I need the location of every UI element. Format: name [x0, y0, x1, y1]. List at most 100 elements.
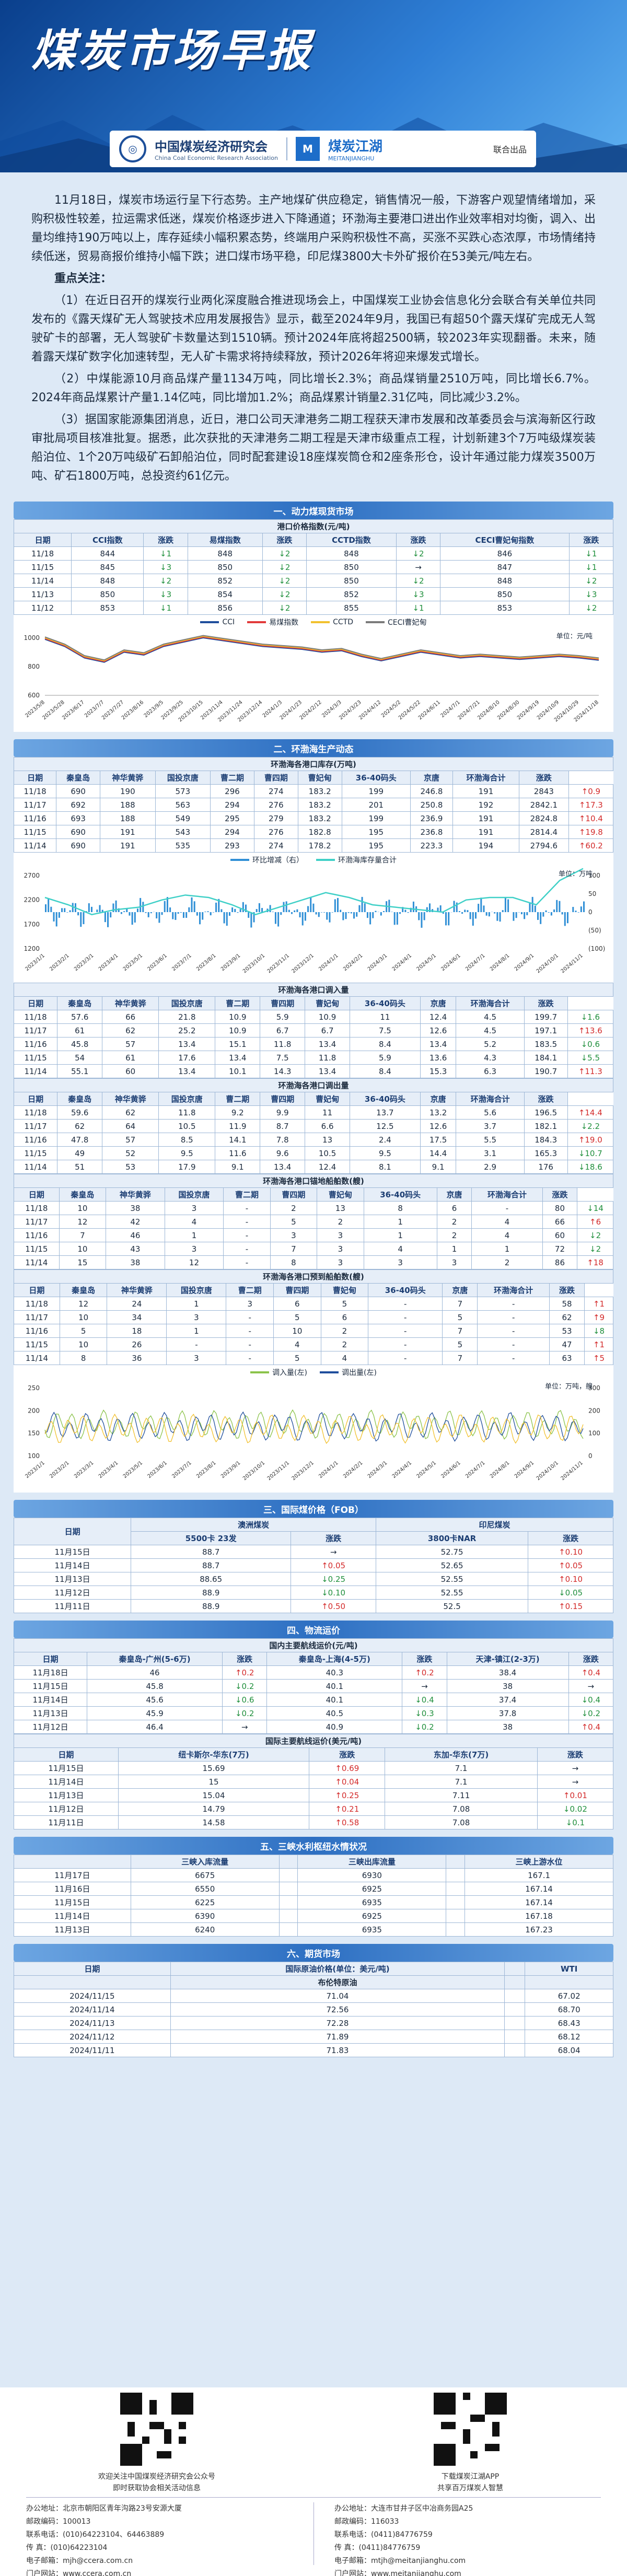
change-bar	[312, 903, 315, 912]
change-bar	[69, 910, 71, 912]
port-col-4: 曹二期	[215, 996, 261, 1010]
focus-title: 重点关注：	[54, 272, 112, 285]
port-col-3: 国投京唐	[158, 1092, 216, 1106]
intl-freight-cell: 11月13日	[14, 1788, 119, 1802]
intl-freight-cell: 15	[118, 1775, 310, 1789]
anchor-ship-cell: 11/18	[14, 1201, 60, 1215]
anchor-ship-cell: 38	[106, 1201, 165, 1215]
expected-ship-cell: 62	[549, 1310, 585, 1324]
domestic-freight-cell: 38	[446, 1679, 569, 1693]
change-bar	[445, 912, 447, 926]
expected-ship-cell: 5	[320, 1297, 369, 1311]
port-inflow-cell: 7.5	[350, 1023, 421, 1038]
port-stock-cell: 274	[253, 784, 298, 798]
change-bar	[323, 912, 326, 913]
change-bar	[261, 908, 263, 912]
change-bar	[545, 910, 547, 912]
ccera-qr-code[interactable]	[120, 2393, 193, 2466]
three-gorges-table-wrap: 三峡入库流量 三峡出库流量 三峡上游水位 11月17日 6675 6930 167.1 11…	[14, 1855, 613, 1937]
contact-line: 电子邮箱：mjh@ccera.com.cn	[26, 2557, 133, 2565]
anchor-ship-cell: 66	[542, 1215, 578, 1229]
price-index-cell: ↓2	[568, 601, 614, 615]
change-bar	[269, 905, 271, 912]
expected-ship-cell: ↑1	[584, 1337, 613, 1351]
x-tick-label: 2023/11/1	[266, 953, 291, 974]
port-outflow-title: 环渤海各港口调出量	[14, 1078, 613, 1092]
change-bar	[356, 912, 358, 917]
port-col-5: 曹四期	[273, 1283, 321, 1297]
port-stock-cell: 182.8	[297, 825, 342, 839]
price-index-col-6: 涨跌	[396, 533, 441, 547]
change-bar	[177, 912, 179, 914]
legend-swatch	[320, 1371, 339, 1373]
price-index-cell: 848	[306, 546, 397, 561]
port-inflow-cell: 8.4	[350, 1064, 421, 1078]
port-col-7: 36-40码头	[350, 996, 421, 1010]
change-bar	[48, 899, 50, 912]
port-outflow-cell: ↓10.7	[567, 1146, 614, 1160]
expected-ship-cell: -	[368, 1310, 443, 1324]
change-bar	[583, 901, 585, 912]
flow-chart: 调入量(左) 调出量(左) 单位：万吨，艘 250 200 150 100 300 200 1…	[14, 1365, 613, 1493]
intl-freight-col-4: 涨跌	[537, 1747, 614, 1762]
port-outflow-cell: 9.9	[260, 1105, 306, 1120]
change-bar	[559, 901, 561, 912]
port-stock-cell: 690	[56, 825, 101, 839]
port-col-1: 秦皇岛	[56, 771, 101, 785]
port-col-9: 环渤海合计	[452, 771, 520, 785]
y-tick-label: 1000	[24, 634, 40, 642]
port-col-2: 神华黄骅	[106, 1187, 165, 1202]
x-tick-label: 2023/9/1	[220, 953, 241, 972]
port-col-9: 环渤海合计	[456, 996, 525, 1010]
intl-freight-cell: 11月14日	[14, 1775, 119, 1789]
change-bar	[336, 897, 339, 912]
change-bar	[129, 912, 131, 916]
price-index-cell: 850	[440, 587, 570, 601]
change-bar	[156, 912, 158, 919]
y-tick-label: 200	[588, 1407, 600, 1414]
x-tick-label: 2023/9/1	[220, 1460, 241, 1479]
anchor-ship-cell: 6	[436, 1201, 472, 1215]
change-bar	[191, 897, 193, 912]
port-outflow-cell: 8.7	[260, 1119, 306, 1133]
intl-freight-row: 11月12日 14.79 ↑0.21 7.08 ↓0.02	[14, 1802, 614, 1816]
change-bar	[361, 896, 363, 912]
expected-ship-cell: 24	[107, 1297, 167, 1311]
meitanjianghu-qr-code[interactable]	[434, 2393, 507, 2466]
change-bar	[418, 912, 420, 920]
x-tick-label: 2024/4/1	[391, 953, 413, 972]
expected-ship-header-row: 日期 秦皇岛 神华黄骅 国投京唐 曹二期 曹四期 曹妃甸 36-40码头 京唐 环渤海合计 涨跌	[14, 1283, 613, 1297]
price-index-col-4: 涨跌	[262, 533, 307, 547]
port-outflow-cell: 184.3	[524, 1133, 568, 1147]
port-stock-cell: ↑10.4	[568, 811, 614, 825]
port-outflow-cell: 11	[305, 1105, 351, 1120]
anchor-ship-cell: 4	[471, 1228, 543, 1242]
x-tick-label: 2024/6/1	[440, 1460, 461, 1479]
change-bar	[442, 912, 444, 914]
price-chart-svg: 10008006002023/5/82023/5/282023/6/172023…	[24, 634, 599, 723]
port-outflow-cell: 62	[102, 1105, 159, 1120]
port-outflow-cell: 9.6	[260, 1146, 306, 1160]
intl-price-cell: 52.55	[375, 1572, 529, 1586]
intl-freight-cell: ↑0.58	[309, 1815, 386, 1829]
section-intl-price: 三、国际煤价格（FOB）	[14, 1500, 613, 1518]
port-col-1: 秦皇岛	[57, 1092, 103, 1106]
intl-freight-cell: 14.58	[118, 1815, 310, 1829]
port-col-8: 京唐	[410, 771, 453, 785]
intl-price-cell: ↑0.10	[528, 1572, 613, 1586]
port-stock-cell: 201	[341, 798, 411, 812]
domestic-freight-col-3: 秦皇岛-上海(4-5万)	[266, 1652, 403, 1666]
change-bar	[220, 909, 223, 912]
x-tick-label: 2023/4/1	[98, 1460, 119, 1479]
port-inflow-cell: 4.5	[456, 1023, 525, 1038]
anchor-ship-cell: ↑6	[577, 1215, 613, 1229]
port-stock-cell: 693	[56, 811, 101, 825]
port-stock-cell: 294	[210, 798, 254, 812]
price-index-cell: ↓3	[396, 587, 441, 601]
change-bar	[437, 907, 439, 912]
domestic-freight-title: 国内主要航线运价(元/吨)	[14, 1638, 613, 1652]
expected-ship-cell: ↑9	[584, 1310, 613, 1324]
change-bar	[580, 906, 582, 912]
change-bar	[577, 912, 579, 913]
